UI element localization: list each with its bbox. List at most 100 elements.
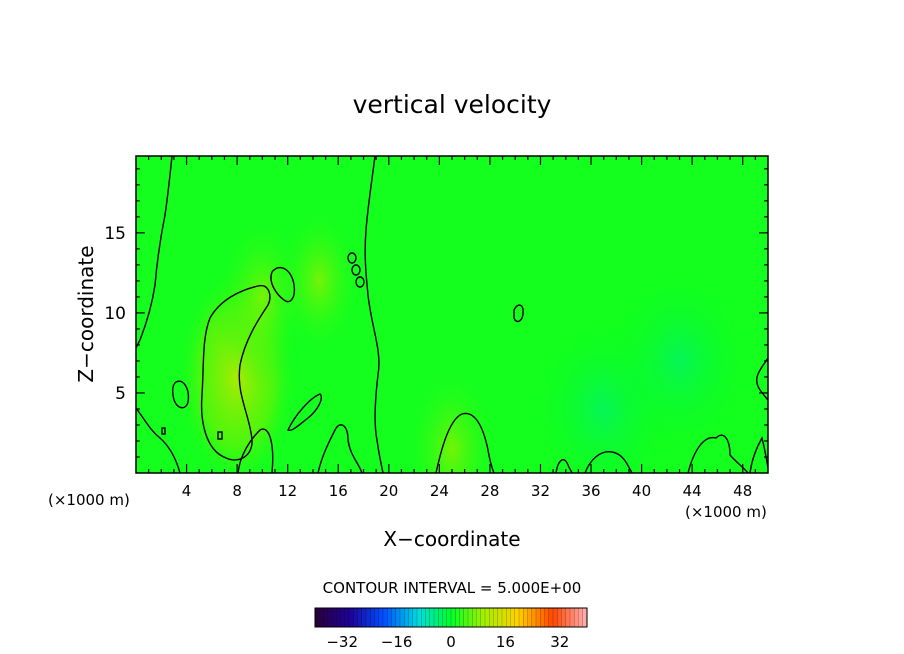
colorbar-cell [489,607,495,628]
x-tick-label: 48 [733,482,752,500]
colorbar-cell [467,607,473,628]
colorbar-cell [544,607,550,628]
colorbar-tick-label: −16 [381,633,413,651]
contour-chain-1 [347,252,357,264]
colorbar-cell [552,607,558,628]
colorbar-cell [442,607,448,628]
colorbar-cell [548,607,554,628]
contour-low-g [749,436,768,473]
x-tick-label: 16 [329,482,348,500]
x-tick-label: 44 [683,482,702,500]
colorbar-cell [408,607,414,628]
colorbar-cell [574,607,580,628]
colorbar-cell [395,607,401,628]
colorbar-cell [433,607,439,628]
colorbar-cell [429,607,435,628]
colorbar-cell [480,607,486,628]
x-tick-label: 12 [278,482,297,500]
colorbar-tick-label: −32 [326,633,358,651]
contour-tiny-center [513,304,524,323]
colorbar-cell [531,607,537,628]
chart-title: vertical velocity [353,90,552,119]
x-tick-label: 28 [480,482,499,500]
colorbar-frame [314,607,588,628]
colorbar-cell [497,607,503,628]
colorbar-tick-label: 0 [446,633,456,651]
colorbar-cell [569,607,575,628]
colorbar-cell [523,607,529,628]
colorbar-cell [374,607,380,628]
y-axis: 5 10 15 [104,168,768,458]
field-downdraft-5 [609,270,750,451]
colorbar-cell [336,607,342,628]
contour-low-e [584,451,633,473]
x-axis: 4 8 12 16 20 24 28 32 36 40 44 48 [148,156,756,500]
colorbar-cell [416,607,422,628]
contour-zero-left [136,156,173,349]
colorbar-cell [404,607,410,628]
colorbar-cell [344,607,350,628]
colorbar-cell [472,607,478,628]
colorbar-cell [387,607,393,628]
x-tick-label: 4 [182,482,192,500]
colorbar-cell [340,607,346,628]
y-tick-label: 5 [115,384,126,404]
contour-low-d [555,459,573,473]
colorbar-ticks: −32 −16 0 16 32 [326,633,569,651]
x-tick-label: 8 [232,482,242,500]
x-tick-label: 24 [430,482,449,500]
colorbar-cell [314,607,320,628]
colorbar-cell [357,607,363,628]
colorbar-cell [391,607,397,628]
field-updraft-2 [273,198,366,363]
colorbar-cell [353,607,359,628]
colorbar-cell [425,607,431,628]
x-unit-right: (×1000 m) [685,503,767,521]
velocity-field [136,156,768,473]
x-axis-label: X−coordinate [383,527,520,551]
colorbar-cell [361,607,367,628]
contour-zero-center [364,156,384,473]
colorbar-cell [438,607,444,628]
contour-updraft-main [200,284,271,461]
x-tick-label: 20 [379,482,398,500]
colorbar-cell [565,607,571,628]
colorbar-cell [493,607,499,628]
colorbar-cell [450,607,456,628]
colorbar-cell [535,607,541,628]
colorbar-cell [561,607,567,628]
contour-right-edge [756,357,768,401]
contour-updraft-upper [270,267,296,303]
colorbar-cell [518,607,524,628]
colorbar-cell [382,607,388,628]
x-tick-label: 32 [531,482,550,500]
field-features [175,198,750,473]
y-axis-label: Z−coordinate [74,245,98,382]
contour-low-left [136,407,181,473]
contour-low-a [237,428,274,473]
colorbar-cell [331,607,337,628]
contour-low-c [435,412,495,473]
contour-tiny-left [161,427,166,435]
field-updraft-3 [402,359,502,473]
contour-low-f [687,434,749,473]
colorbar-cell [327,607,333,628]
colorbar-cell [540,607,546,628]
colorbar-cell [514,607,520,628]
x-tick-label: 36 [581,482,600,500]
colorbar-cell [319,607,325,628]
colorbar-cell [370,607,376,628]
colorbar-cell [459,607,465,628]
x-tick-label: 40 [632,482,651,500]
colorbar-tick-label: 16 [496,633,515,651]
colorbar-cell [506,607,512,628]
contour-small-left [171,380,190,409]
x-unit-left: (×1000 m) [48,491,130,509]
contour-chain-3 [355,276,365,288]
contour-chain-2 [351,264,361,276]
contour-lines [136,156,768,473]
colorbar-cell [378,607,384,628]
colorbar-cell [476,607,482,628]
contour-updraft-right [287,393,322,431]
